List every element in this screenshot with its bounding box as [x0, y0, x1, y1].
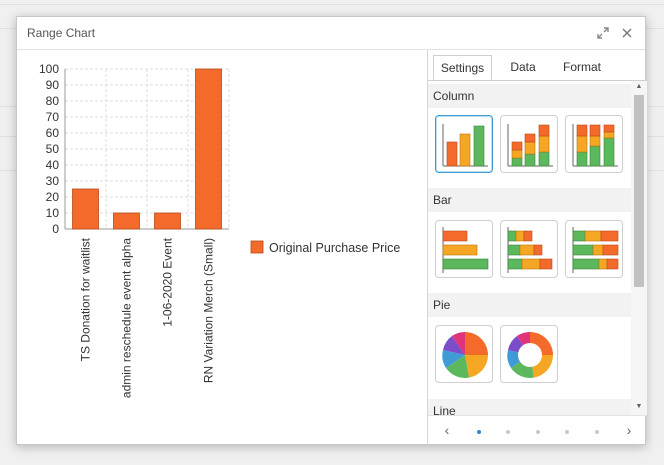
y-tick-label: 80	[46, 94, 60, 108]
tab-format[interactable]: Format	[562, 60, 601, 74]
doughnut-option[interactable]	[500, 325, 558, 383]
pager-dot-5[interactable]	[595, 430, 599, 434]
panel-tabs: Settings Data Format	[428, 50, 647, 81]
section-pie-header: Pie	[428, 293, 631, 317]
stacked-column-option[interactable]	[500, 115, 558, 173]
section-line-header: Line	[428, 399, 631, 415]
pager-dot-3[interactable]	[536, 430, 540, 434]
dialog-title: Range Chart	[27, 26, 96, 40]
tab-settings[interactable]: Settings	[433, 55, 492, 80]
section-bar-header: Bar	[428, 188, 631, 212]
legend-label: Original Purchase Price	[269, 241, 400, 255]
pie-option[interactable]	[435, 325, 493, 383]
x-category-label: admin reschedule event alpha	[120, 238, 134, 398]
y-tick-label: 30	[46, 174, 60, 188]
bar-2	[113, 212, 140, 230]
range-chart-dialog: Range Chart 0 10 20 30 40 50 60 70 80 90 100 TS Don…	[16, 16, 647, 445]
next-page-chevron-icon[interactable]: ›	[626, 422, 632, 438]
y-tick-label: 10	[46, 206, 60, 220]
y-tick-label: 60	[46, 126, 60, 140]
y-tick-label: 20	[46, 190, 60, 204]
clustered-column-option[interactable]	[435, 115, 493, 173]
panel-scrollbar[interactable]: ▲ ▼	[631, 81, 647, 415]
legend-swatch	[250, 240, 264, 254]
scrollbar-thumb[interactable]	[634, 95, 644, 287]
pager-dot-2[interactable]	[506, 430, 510, 434]
section-column-header: Column	[428, 84, 631, 108]
tab-data[interactable]: Data	[510, 60, 536, 74]
chart-area: 0 10 20 30 40 50 60 70 80 90 100 TS Donation for wa…	[17, 50, 427, 445]
bar-1	[72, 188, 99, 230]
stacked-bar-option[interactable]	[500, 220, 558, 278]
panel-pager: ‹ ›	[428, 415, 647, 446]
expand-arrows-icon[interactable]	[594, 24, 612, 42]
y-tick-label: 40	[46, 158, 60, 172]
x-category-label: RN Variation Merch (Small)	[202, 238, 216, 383]
dialog-titlebar[interactable]: Range Chart	[17, 17, 645, 50]
clustered-bar-option[interactable]	[435, 220, 493, 278]
range-chart: 0 10 20 30 40 50 60 70 80 90 100 TS Donation for wa…	[39, 62, 400, 398]
y-tick-label: 50	[46, 142, 60, 156]
x-category-label: TS Donation for waitlist	[79, 237, 93, 361]
y-tick-label: 70	[46, 110, 60, 124]
y-tick-label: 100	[39, 62, 59, 76]
scroll-up-arrow-icon[interactable]: ▲	[635, 83, 643, 90]
bar-4	[195, 68, 222, 230]
y-tick-label: 0	[52, 222, 59, 236]
chart-type-list[interactable]: Column	[428, 81, 647, 415]
x-category-label: 1-06-2020 Event	[161, 237, 175, 326]
pager-dot-4[interactable]	[565, 430, 569, 434]
100-percent-stacked-column-option[interactable]	[565, 115, 623, 173]
chart-settings-panel: Settings Data Format Column	[427, 50, 647, 445]
pager-dot-1[interactable]	[477, 430, 481, 434]
close-icon[interactable]	[618, 24, 636, 42]
bar-3	[154, 212, 181, 230]
scroll-down-arrow-icon[interactable]: ▼	[635, 403, 643, 410]
y-tick-label: 90	[46, 78, 60, 92]
100-percent-stacked-bar-option[interactable]	[565, 220, 623, 278]
previous-page-chevron-icon[interactable]: ‹	[444, 422, 450, 438]
